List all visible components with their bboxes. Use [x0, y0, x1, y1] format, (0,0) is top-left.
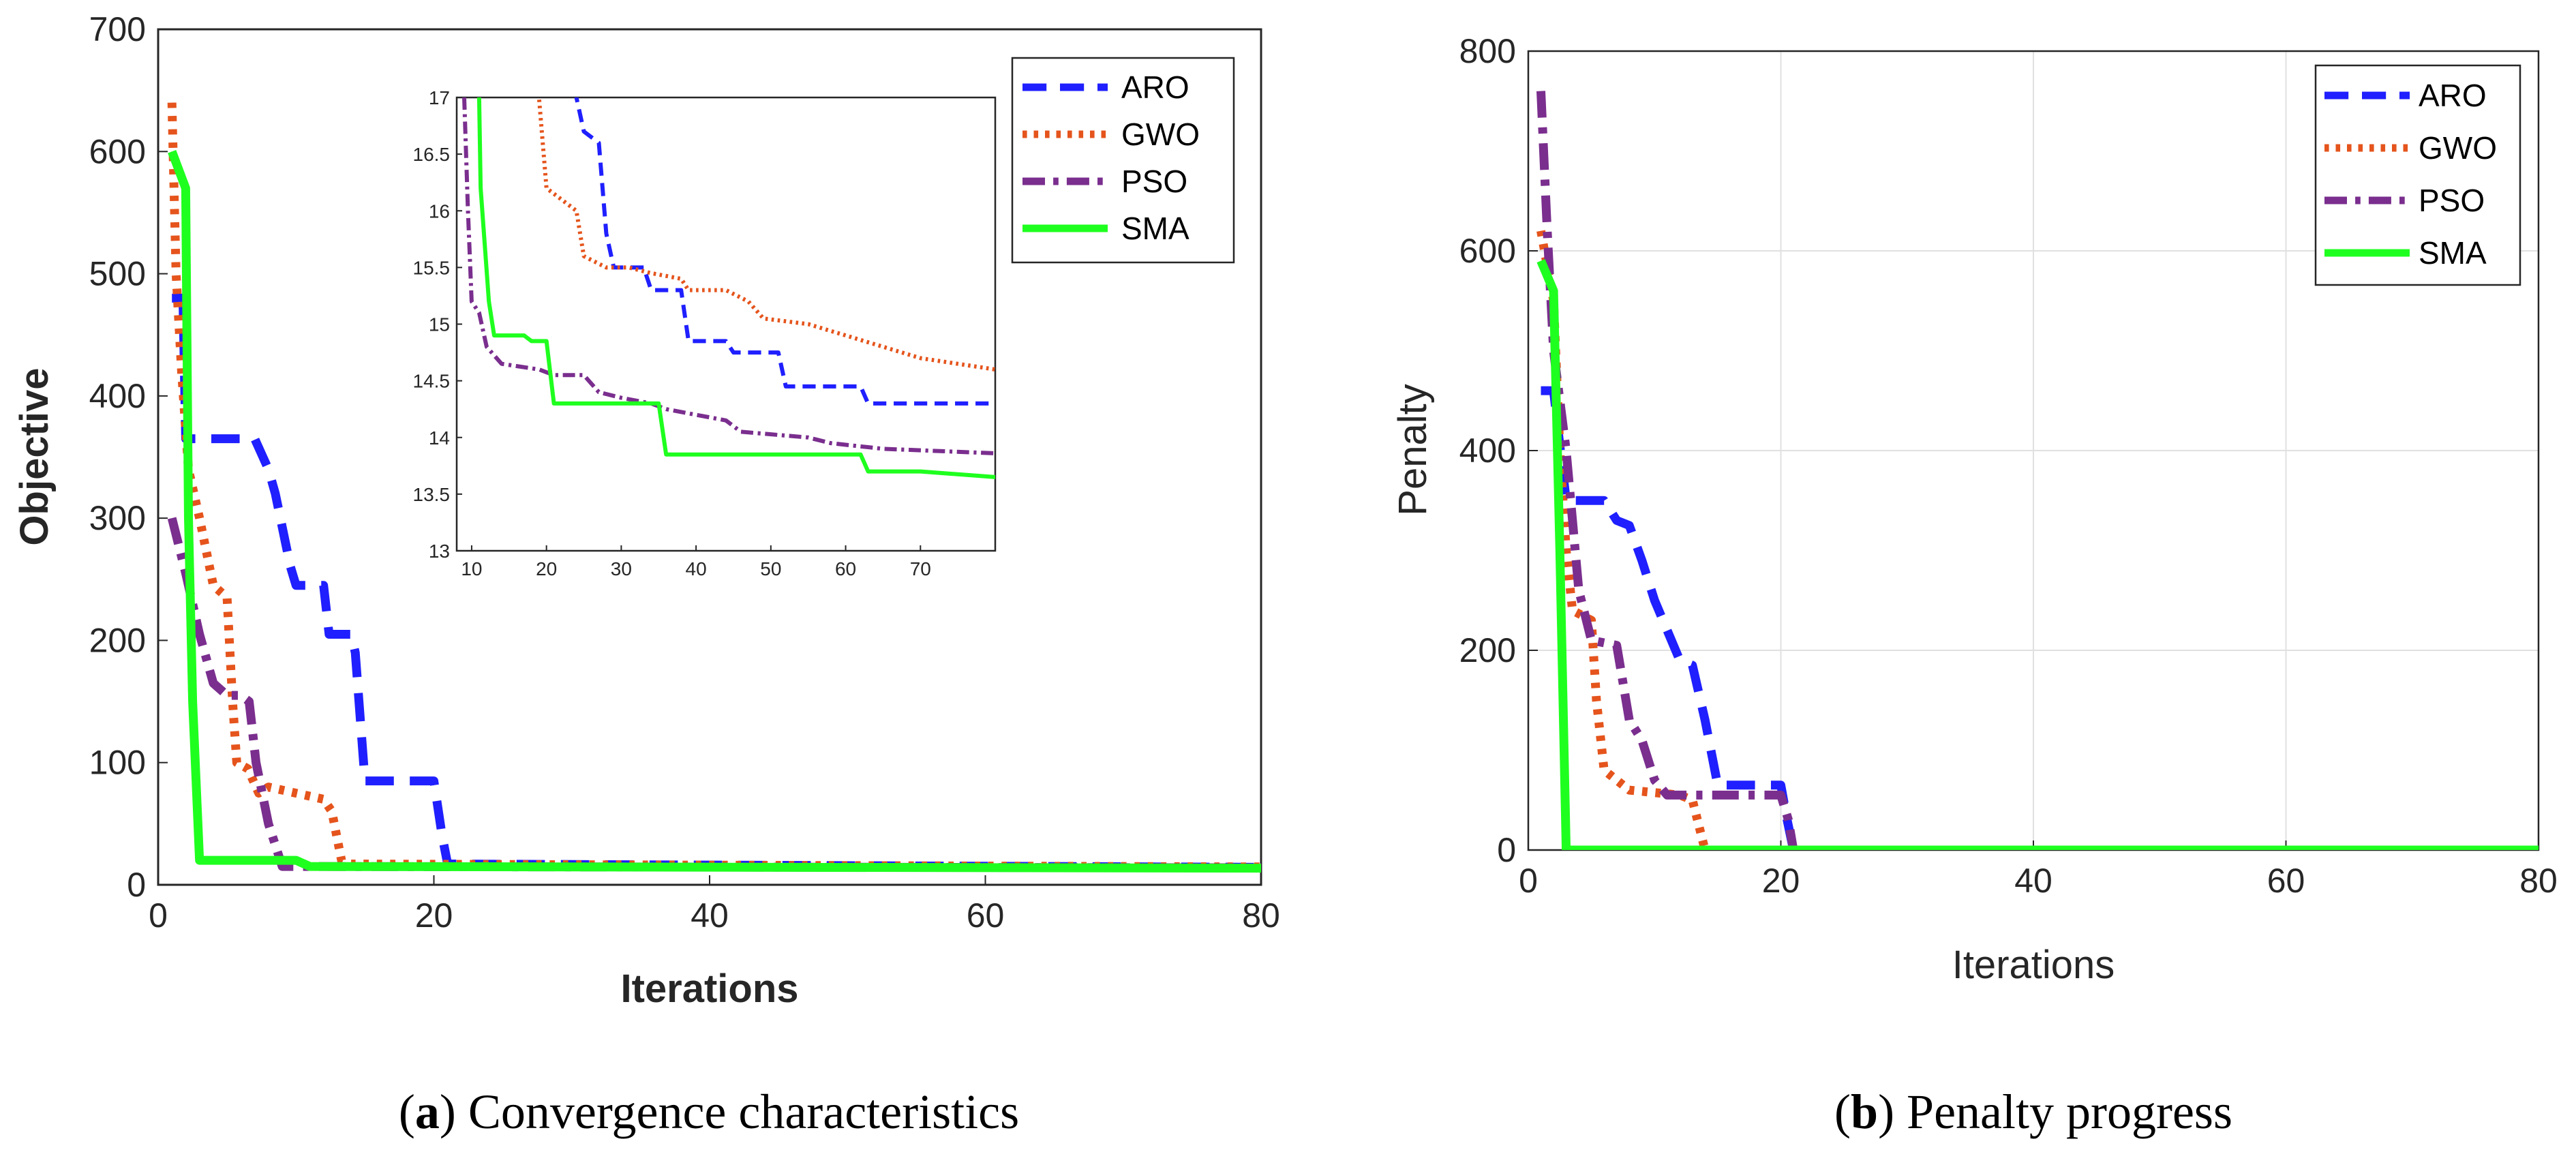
caption-a: (a) Convergence characteristics [399, 1085, 1019, 1139]
y-tick-label: 400 [1459, 431, 1516, 470]
x-tick-label: 40 [2014, 862, 2052, 900]
x-ticks-penalty: 0 20 40 60 80 [1519, 840, 2558, 900]
x-tick-label: 60 [967, 896, 1005, 935]
inset-plot-area [455, 96, 997, 552]
legend-label-gwo: GWO [2419, 130, 2497, 166]
x-ticks-objective: 0 20 40 60 80 [149, 875, 1280, 935]
series-line-sma [476, 97, 995, 479]
legend-box-penalty [2314, 64, 2521, 286]
inset-x-ticks: 10 20 30 40 50 60 70 [461, 545, 931, 579]
y-tick-label: 15.5 [413, 257, 451, 278]
legend-label-sma: SMA [1121, 211, 1189, 246]
legend-label-aro: ARO [1121, 70, 1189, 105]
x-tick-label: 80 [1242, 896, 1280, 935]
series-line-aro [574, 97, 995, 406]
series-line-sma [168, 150, 1261, 873]
x-tick-label: 0 [149, 896, 168, 935]
y-axis-title-objective: Objective [12, 367, 57, 545]
inset-zoom: 13 13.5 14 14.5 15 15.5 16 16.5 17 10 20 30 40 50 60 7… [413, 87, 997, 579]
x-tick-label: 20 [536, 558, 557, 579]
caption-b-close: ) [1878, 1085, 1894, 1139]
y-ticks-penalty: 0 200 400 600 800 [1459, 32, 1538, 869]
caption-b-open: ( [1834, 1085, 1851, 1139]
caption-a-text: Convergence characteristics [456, 1085, 1019, 1139]
x-axis-title-objective: Iterations [620, 967, 798, 1011]
y-tick-label: 400 [89, 377, 146, 415]
x-tick-label: 0 [1519, 862, 1538, 900]
series-line-sma [1536, 259, 2539, 850]
y-tick-label: 13 [429, 541, 450, 562]
y-axis-title-penalty: Penalty [1391, 384, 1435, 515]
y-tick-label: 500 [89, 255, 146, 293]
legend-label-aro: ARO [2419, 78, 2487, 113]
x-tick-label: 30 [611, 558, 632, 579]
series-line-pso [462, 97, 995, 455]
x-tick-label: 60 [835, 558, 856, 579]
chart-objective: 0 100 200 300 400 500 600 700 0 20 40 60 80 Iterati… [12, 10, 1280, 1011]
chart-penalty: 0 200 400 600 800 0 20 40 60 80 Iterations Penal… [1391, 32, 2558, 987]
x-tick-label: 40 [691, 896, 729, 935]
caption-b: (b) Penalty progress [1834, 1085, 2232, 1139]
legend-label-pso: PSO [1121, 164, 1187, 199]
inset-y-ticks: 13 13.5 14 14.5 15 15.5 16 16.5 17 [413, 87, 462, 562]
y-tick-label: 13.5 [413, 484, 451, 505]
series-lines-penalty [1536, 91, 2539, 850]
x-tick-label: 20 [1762, 862, 1800, 900]
y-tick-label: 0 [1497, 831, 1516, 869]
series-line-gwo [536, 97, 995, 372]
y-tick-label: 0 [127, 866, 146, 904]
x-tick-label: 50 [760, 558, 781, 579]
x-tick-label: 10 [461, 558, 482, 579]
y-tick-label: 14 [429, 427, 450, 449]
y-tick-label: 800 [1459, 32, 1516, 70]
y-tick-label: 600 [1459, 232, 1516, 270]
series-line-pso [167, 517, 1261, 873]
legend-label-pso: PSO [2419, 183, 2485, 218]
x-tick-label: 80 [2519, 862, 2558, 900]
x-tick-label: 40 [686, 558, 707, 579]
y-tick-label: 200 [1459, 631, 1516, 669]
y-tick-label: 100 [89, 744, 146, 782]
y-tick-label: 16.5 [413, 144, 451, 165]
x-tick-label: 60 [2267, 862, 2305, 900]
series-line-aro [172, 293, 1261, 872]
caption-b-text: Penalty progress [1894, 1085, 2232, 1139]
caption-a-close: ) [440, 1085, 456, 1139]
y-ticks-objective: 0 100 200 300 400 500 600 700 [89, 10, 168, 904]
legend-label-gwo: GWO [1121, 117, 1200, 152]
y-tick-label: 700 [89, 10, 146, 48]
legend-penalty: ARO GWO PSO SMA [2314, 64, 2521, 286]
caption-a-open: ( [399, 1085, 415, 1139]
legend-objective: ARO GWO PSO SMA [1011, 57, 1235, 264]
legend-label-sma: SMA [2419, 235, 2487, 271]
y-tick-label: 17 [429, 87, 450, 108]
y-tick-label: 300 [89, 499, 146, 537]
y-tick-label: 14.5 [413, 371, 451, 392]
caption-b-letter: b [1851, 1085, 1878, 1139]
x-axis-title-penalty: Iterations [1952, 943, 2115, 987]
series-lines-objective [167, 102, 1261, 873]
caption-a-letter: a [415, 1085, 440, 1139]
x-tick-label: 20 [415, 896, 453, 935]
y-tick-label: 15 [429, 314, 450, 335]
x-tick-label: 70 [910, 558, 931, 579]
y-tick-label: 16 [429, 200, 450, 222]
y-tick-label: 600 [89, 132, 146, 170]
y-tick-label: 200 [89, 621, 146, 659]
inset-series-lines [462, 97, 995, 479]
